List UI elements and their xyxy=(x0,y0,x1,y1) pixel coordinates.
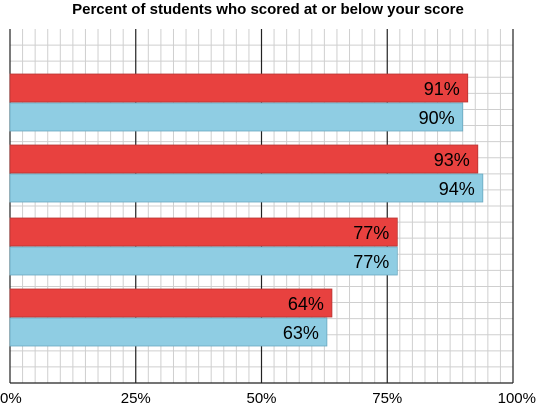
x-tick-label: 50% xyxy=(246,390,276,406)
bars: 91% 90% 93% 94% 77% 77% 64% 63% xyxy=(9,73,484,347)
bar-series-2 xyxy=(9,173,484,203)
chart-title: Percent of students who scored at or bel… xyxy=(72,1,464,18)
data-label: 64% xyxy=(288,294,324,314)
data-label: 94% xyxy=(439,179,475,199)
bar-series-2 xyxy=(9,246,398,276)
x-tick-label: 100% xyxy=(498,390,536,406)
data-label: 77% xyxy=(353,223,389,243)
bar-series-2 xyxy=(9,317,328,347)
data-label: 93% xyxy=(434,150,470,170)
bar-series-1 xyxy=(9,144,479,174)
data-label: 91% xyxy=(424,79,460,99)
bar-series-1 xyxy=(9,73,469,103)
x-axis-ticks: 0% 25% 50% 75% 100% xyxy=(0,390,536,406)
x-tick-label: 25% xyxy=(121,390,151,406)
bar-series-1 xyxy=(9,288,333,318)
bar-series-2 xyxy=(9,102,464,132)
x-tick-label: 75% xyxy=(372,390,402,406)
x-tick-label: 0% xyxy=(0,390,22,406)
data-label: 77% xyxy=(353,252,389,272)
bar-series-1 xyxy=(9,217,398,247)
data-label: 90% xyxy=(419,108,455,128)
data-label: 63% xyxy=(283,323,319,343)
